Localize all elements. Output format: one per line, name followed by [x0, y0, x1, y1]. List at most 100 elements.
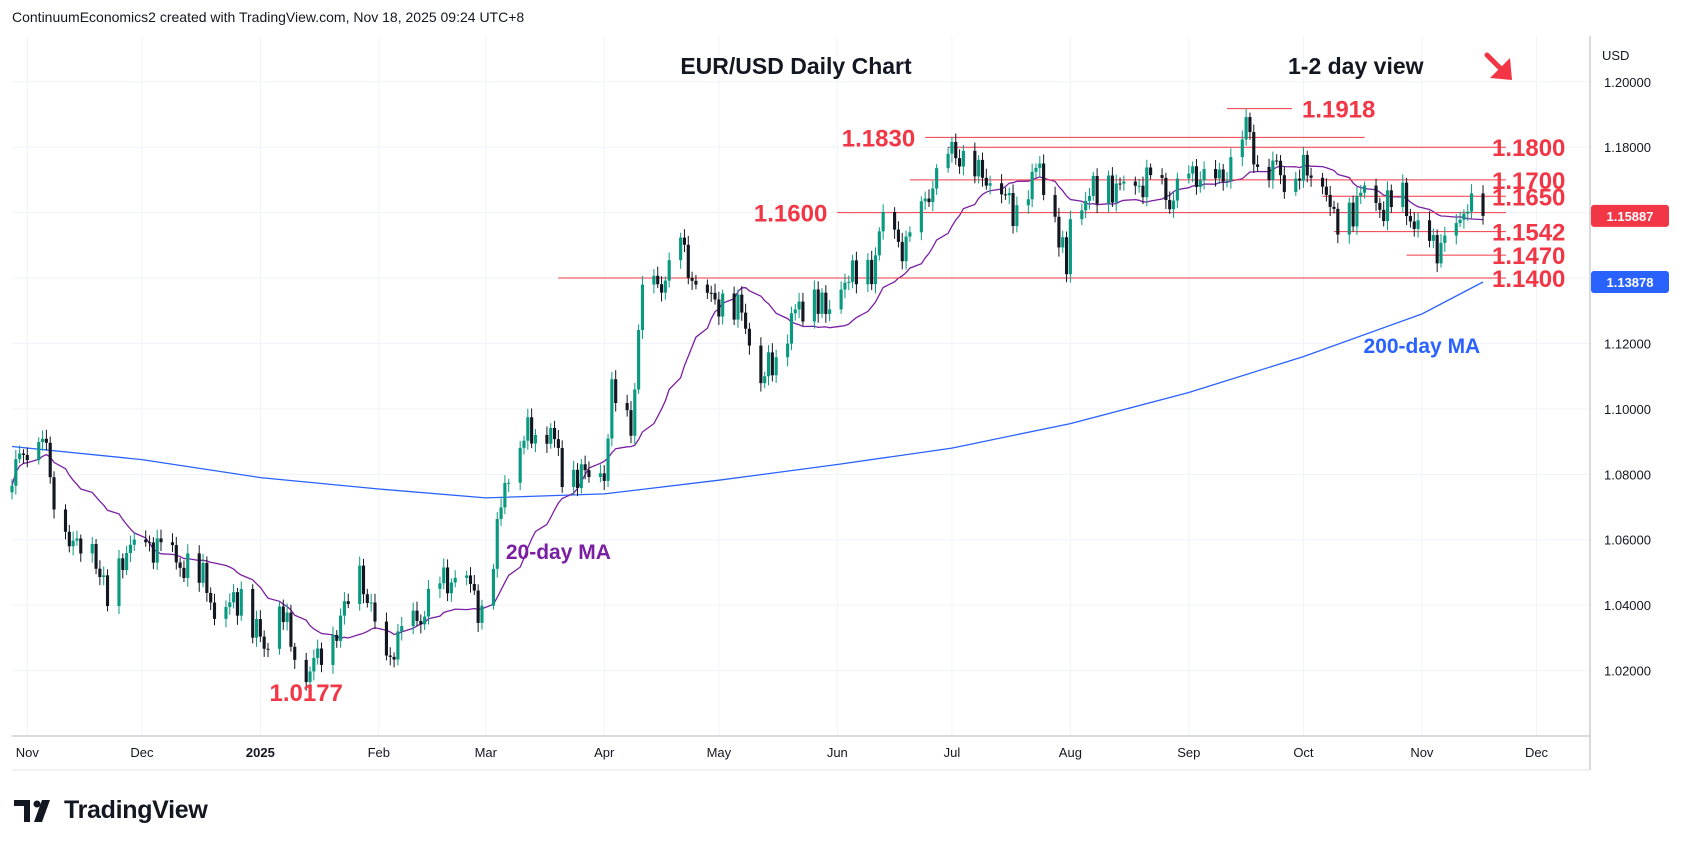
candle-body	[182, 567, 186, 578]
candle-body	[881, 211, 885, 232]
tradingview-logo[interactable]: TradingView	[14, 796, 208, 825]
candle-body	[1038, 163, 1042, 168]
candle-body	[37, 442, 41, 461]
candle-body	[957, 158, 962, 167]
candle-body	[1389, 190, 1393, 208]
candle-body	[1351, 202, 1355, 227]
candle-body	[1252, 132, 1256, 165]
candle-body	[1057, 216, 1061, 248]
candle-body	[186, 553, 190, 578]
candle-body	[1267, 166, 1271, 181]
candle-body	[228, 602, 232, 608]
candle-body	[392, 656, 396, 660]
candle-body	[679, 237, 683, 261]
candle-body	[503, 482, 507, 508]
candle-body	[266, 648, 270, 650]
price-tick-label: 1.10000	[1604, 402, 1651, 417]
candle-body	[1133, 181, 1137, 186]
candle-body	[923, 198, 927, 202]
candle-body	[1114, 183, 1118, 203]
candle-body	[342, 601, 346, 616]
candle-body	[251, 589, 255, 638]
level-label: 1.1470	[1492, 243, 1565, 270]
candle-body	[1068, 219, 1072, 275]
candle-body	[847, 281, 851, 283]
candle-body	[1000, 183, 1004, 195]
candle-body	[14, 459, 18, 486]
ma20-path	[11, 165, 1484, 639]
candle-body	[1305, 154, 1309, 176]
candle-body	[709, 292, 713, 294]
price-tick-label: 1.12000	[1604, 336, 1651, 351]
candle-body	[770, 352, 774, 376]
candle-body	[21, 453, 26, 455]
candle-body	[797, 301, 801, 310]
candle-body	[694, 280, 698, 285]
level-label: 1.1918	[1302, 97, 1375, 124]
candle-body	[633, 389, 637, 436]
candle-body	[556, 439, 560, 448]
annotations: 1.0177 20-day MA 200-day MA	[270, 335, 1481, 707]
grid-lines	[12, 36, 1590, 736]
candle-body	[1469, 193, 1474, 212]
candle-body	[954, 141, 958, 159]
candle-body	[400, 626, 404, 632]
price-axis[interactable]: 1.200001.180001.160001.140001.120001.100…	[1591, 75, 1669, 679]
candle-body	[1347, 202, 1351, 235]
candle-body	[893, 211, 897, 230]
candle-body	[289, 612, 293, 647]
candle-body	[358, 565, 362, 604]
candle-body	[1320, 177, 1325, 187]
candle-body	[446, 567, 450, 594]
candle-body	[828, 309, 832, 314]
candle-body	[438, 583, 442, 589]
candle-body	[1408, 216, 1412, 222]
candle-body	[1053, 194, 1057, 217]
candle-body	[1435, 235, 1439, 264]
candle-body	[1064, 237, 1069, 275]
candle-body	[335, 634, 339, 641]
price-tick-label: 1.08000	[1604, 467, 1651, 482]
candle-body	[174, 545, 178, 563]
candle-body	[262, 636, 266, 649]
candle-body	[1301, 154, 1306, 181]
candle-body	[98, 568, 102, 578]
candle-body	[1213, 169, 1218, 179]
candle-body	[530, 417, 534, 444]
candle-body	[1298, 178, 1302, 181]
time-tick-label: Aug	[1059, 745, 1082, 760]
candle-body	[789, 313, 794, 344]
view-label: 1-2 day view	[1288, 53, 1424, 79]
candle-body	[1110, 175, 1114, 203]
candle-body	[721, 293, 725, 317]
time-axis[interactable]: Nov Dec 2025 Feb Mar Apr May Jun Jul Aug Sep Oct Nov…	[16, 745, 1549, 760]
candle-body	[1359, 192, 1363, 197]
candle-body	[232, 592, 236, 603]
candles	[10, 108, 1485, 691]
annotation-label: 20-day MA	[506, 541, 611, 564]
level-label: 1.1830	[842, 125, 915, 152]
candle-body	[816, 289, 820, 314]
candle-body	[1015, 205, 1019, 227]
time-tick-label: Nov	[16, 745, 40, 760]
time-tick-label: Nov	[1410, 745, 1434, 760]
candle-body	[1042, 163, 1046, 195]
tradingview-logo-icon	[14, 799, 50, 822]
candle-body	[602, 473, 606, 481]
candle-body	[526, 417, 530, 441]
candle-body	[896, 229, 900, 242]
candle-body	[331, 634, 335, 665]
candle-body	[927, 198, 931, 203]
candle-body	[151, 542, 155, 563]
candle-body	[1149, 167, 1153, 176]
candle-body	[285, 612, 289, 623]
candle-body	[239, 589, 243, 616]
candle-body	[1405, 182, 1409, 217]
candle-body	[1095, 175, 1099, 204]
candle-body	[293, 646, 297, 660]
candle-body	[1198, 180, 1202, 187]
candle-body	[178, 562, 182, 568]
candle-body	[1187, 173, 1191, 179]
candle-body	[1466, 211, 1470, 214]
